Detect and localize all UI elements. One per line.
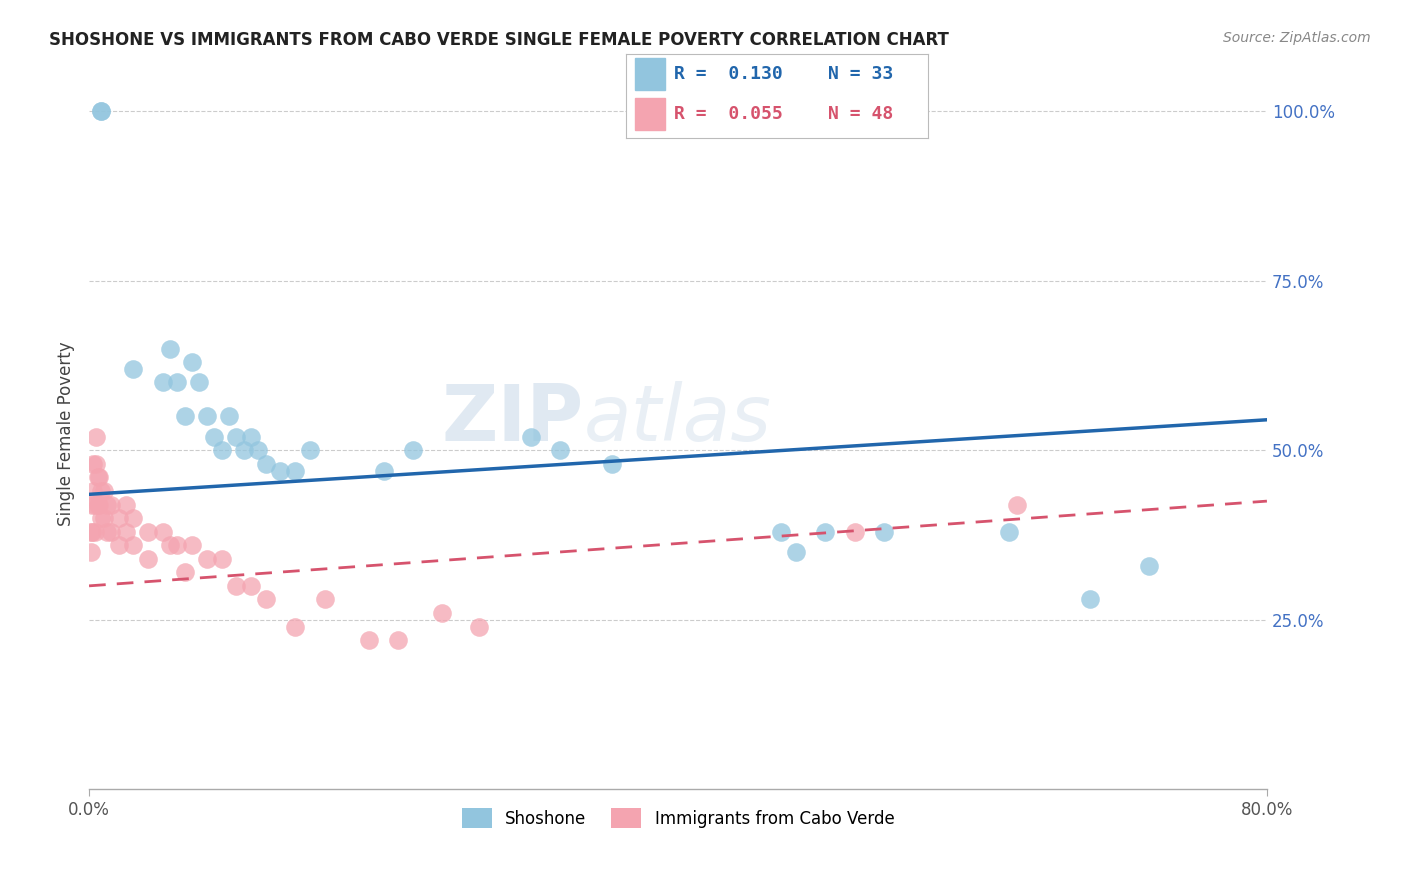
Point (93, 511, 115, 525)
Point (122, 538, 145, 552)
Point (432, 606, 454, 620)
Point (211, 551, 233, 566)
Point (232, 443, 254, 458)
Point (202, 430, 225, 444)
Point (195, 551, 218, 566)
Point (80, 498, 103, 512)
Point (90, 483, 112, 498)
Point (173, 409, 195, 424)
Point (195, 409, 218, 424)
Text: ZIP: ZIP (441, 381, 583, 457)
Point (152, 524, 174, 539)
Point (89, 498, 111, 512)
Point (814, 524, 837, 539)
Point (240, 430, 263, 444)
Point (93, 483, 115, 498)
Point (387, 633, 409, 648)
Point (100, 498, 122, 512)
Point (89, 470, 111, 484)
Point (998, 524, 1021, 539)
Bar (634, 97, 665, 130)
Point (844, 524, 866, 539)
Point (115, 524, 138, 539)
Point (314, 592, 336, 607)
Point (225, 579, 247, 593)
Y-axis label: Single Female Poverty: Single Female Poverty (58, 341, 75, 525)
Point (269, 464, 291, 478)
Point (225, 430, 247, 444)
Point (107, 511, 129, 525)
Point (188, 376, 211, 390)
Point (100, 524, 122, 539)
Point (115, 498, 138, 512)
Legend: Shoshone, Immigrants from Cabo Verde: Shoshone, Immigrants from Cabo Verde (456, 802, 901, 834)
Point (82, 457, 104, 471)
Point (152, 376, 174, 390)
Point (1005, 498, 1028, 512)
Point (122, 362, 145, 376)
Point (90, 104, 112, 119)
Point (90, 104, 112, 119)
Point (86, 457, 108, 471)
Point (468, 619, 491, 633)
Point (181, 355, 204, 369)
Point (873, 524, 896, 539)
Point (240, 579, 263, 593)
Point (218, 409, 240, 424)
Text: SHOSHONE VS IMMIGRANTS FROM CABO VERDE SINGLE FEMALE POVERTY CORRELATION CHART: SHOSHONE VS IMMIGRANTS FROM CABO VERDE S… (49, 31, 949, 49)
Point (166, 376, 188, 390)
Point (785, 545, 807, 559)
Point (79, 545, 101, 559)
Point (90, 511, 112, 525)
Point (136, 551, 159, 566)
Point (166, 538, 188, 552)
Point (1078, 592, 1101, 607)
Point (357, 633, 380, 648)
Point (770, 524, 793, 539)
Point (254, 457, 277, 471)
Point (84, 524, 107, 539)
Point (284, 464, 307, 478)
Point (519, 430, 541, 444)
Point (373, 464, 395, 478)
Point (79, 524, 101, 539)
Point (107, 538, 129, 552)
Point (87, 498, 110, 512)
Point (82, 483, 104, 498)
Point (80, 524, 103, 539)
Point (96, 524, 118, 539)
Text: R =  0.130: R = 0.130 (673, 65, 783, 83)
Point (173, 566, 195, 580)
Bar (634, 58, 665, 90)
Point (84, 498, 107, 512)
Point (402, 443, 425, 458)
Point (159, 538, 181, 552)
Point (181, 538, 204, 552)
Point (298, 443, 321, 458)
Point (211, 443, 233, 458)
Text: R =  0.055: R = 0.055 (673, 104, 783, 123)
Point (600, 457, 623, 471)
Point (87, 470, 110, 484)
Text: N = 48: N = 48 (828, 104, 893, 123)
Text: Source: ZipAtlas.com: Source: ZipAtlas.com (1223, 31, 1371, 45)
Point (86, 430, 108, 444)
Point (1137, 558, 1160, 573)
Text: N = 33: N = 33 (828, 65, 893, 83)
Point (136, 524, 159, 539)
Point (122, 511, 145, 525)
Point (254, 592, 277, 607)
Point (284, 619, 307, 633)
Point (247, 443, 270, 458)
Point (548, 443, 571, 458)
Point (159, 342, 181, 356)
Point (96, 498, 118, 512)
Text: atlas: atlas (583, 381, 772, 457)
